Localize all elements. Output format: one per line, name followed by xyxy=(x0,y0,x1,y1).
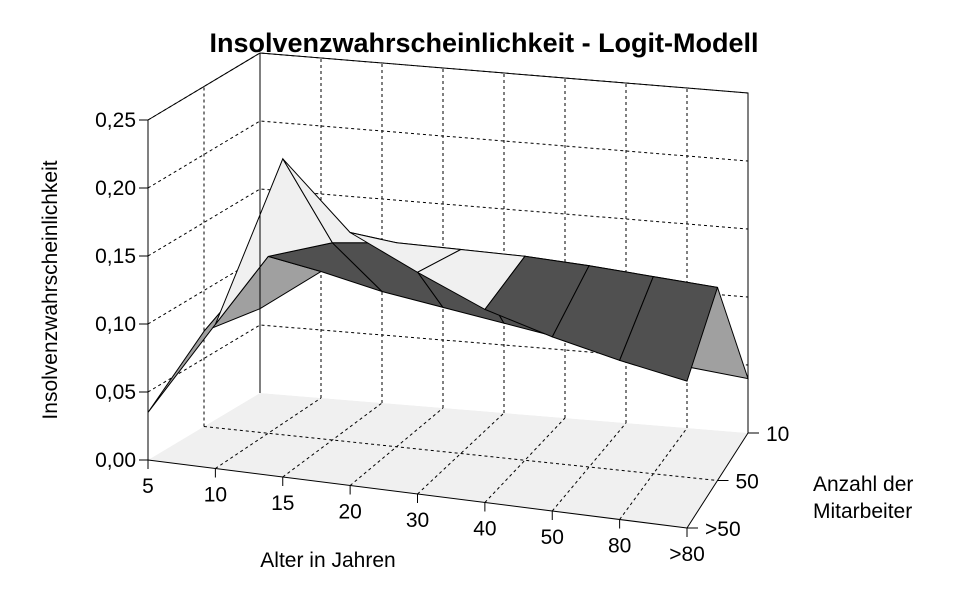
z-tick-label: 0,25 xyxy=(95,109,136,132)
y-tick-label: 50 xyxy=(736,471,759,494)
z-tick-label: 0,05 xyxy=(95,381,136,404)
x-axis-label: Alter in Jahren xyxy=(260,549,395,572)
x-tick-label: >80 xyxy=(669,543,705,566)
surface-patch xyxy=(618,276,719,382)
z-tick-label: 0,20 xyxy=(95,177,136,200)
x-gridline-floor xyxy=(282,402,383,478)
surface-plot xyxy=(147,157,749,413)
x-tick-label: 10 xyxy=(204,484,227,507)
z-gridline xyxy=(147,120,749,189)
z-gridline xyxy=(147,188,749,257)
z-tick-label: 0,10 xyxy=(95,313,136,336)
x-tick-label: 5 xyxy=(142,475,154,498)
x-tick-label: 20 xyxy=(338,501,361,524)
x-tick-label: 80 xyxy=(608,535,631,558)
y-gridline-floor xyxy=(203,426,718,481)
tick-labels: 0,00 0,05 0,10 0,15 0,20 0,25 5 10 15 20 30 40 50 80 >… xyxy=(95,109,789,566)
chart-axes xyxy=(139,52,759,537)
y-axis-label-line2: Mitarbeiter xyxy=(813,500,912,523)
y-tick-label: >50 xyxy=(705,518,741,541)
z-tick-label: 0,00 xyxy=(95,449,136,472)
x-tick-label: 40 xyxy=(473,518,496,541)
y-tick-label: 10 xyxy=(766,423,789,446)
x-gridline-floor xyxy=(551,422,627,512)
z-axis-label: Insolvenzwahrscheinlichkeit xyxy=(39,160,62,419)
x-gridline-floor xyxy=(417,412,505,495)
y-axis-label-line1: Anzahl der xyxy=(813,473,913,496)
x-gridline-floor xyxy=(484,417,566,503)
wall-frame xyxy=(147,52,749,433)
z-tick-label: 0,15 xyxy=(95,245,136,268)
x-tick-label: 30 xyxy=(406,509,429,532)
x-tick-label: 50 xyxy=(541,526,564,549)
z-gridline xyxy=(147,324,749,393)
x-tick-label: 15 xyxy=(271,492,294,515)
chart-title: Insolvenzwahrscheinlichkeit - Logit-Mode… xyxy=(209,28,758,58)
floor-plane xyxy=(148,393,748,528)
gridlines xyxy=(147,52,749,520)
